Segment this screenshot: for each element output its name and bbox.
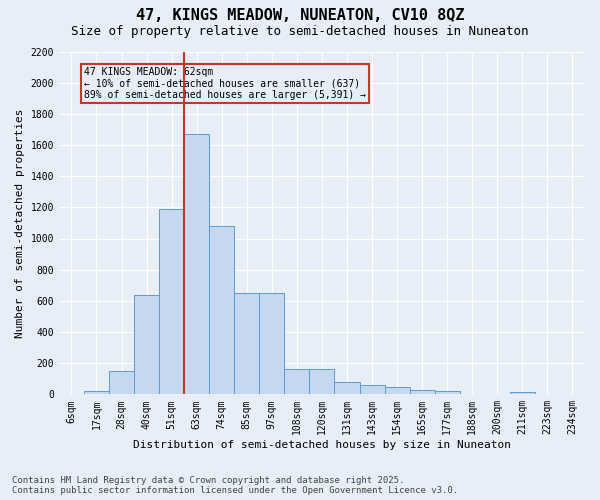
- Bar: [234, 293, 259, 394]
- Bar: [259, 293, 284, 394]
- Bar: [109, 371, 134, 394]
- X-axis label: Distribution of semi-detached houses by size in Nuneaton: Distribution of semi-detached houses by …: [133, 440, 511, 450]
- Bar: [359, 385, 385, 394]
- Bar: [209, 226, 234, 394]
- Bar: [310, 370, 334, 394]
- Text: 47 KINGS MEADOW: 62sqm
← 10% of semi-detached houses are smaller (637)
89% of se: 47 KINGS MEADOW: 62sqm ← 10% of semi-det…: [84, 67, 366, 100]
- Bar: [159, 209, 184, 394]
- Bar: [134, 294, 159, 394]
- Bar: [334, 382, 359, 394]
- Bar: [510, 392, 535, 394]
- Text: 47, KINGS MEADOW, NUNEATON, CV10 8QZ: 47, KINGS MEADOW, NUNEATON, CV10 8QZ: [136, 8, 464, 22]
- Bar: [385, 388, 410, 394]
- Y-axis label: Number of semi-detached properties: Number of semi-detached properties: [15, 108, 25, 338]
- Text: Contains HM Land Registry data © Crown copyright and database right 2025.
Contai: Contains HM Land Registry data © Crown c…: [12, 476, 458, 495]
- Bar: [84, 391, 109, 394]
- Bar: [434, 391, 460, 394]
- Bar: [184, 134, 209, 394]
- Bar: [410, 390, 434, 394]
- Text: Size of property relative to semi-detached houses in Nuneaton: Size of property relative to semi-detach…: [71, 25, 529, 38]
- Bar: [284, 370, 310, 394]
